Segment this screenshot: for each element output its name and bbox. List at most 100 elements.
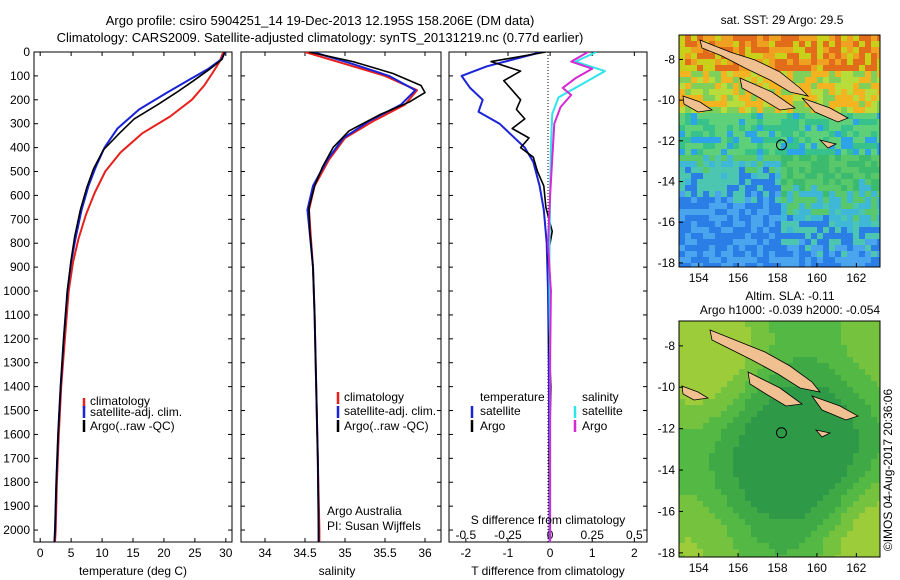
- map-cell: [847, 71, 853, 77]
- map-cell: [745, 357, 751, 363]
- map-cell: [751, 471, 757, 477]
- map-cell: [763, 333, 769, 339]
- map-cell: [769, 179, 775, 185]
- map-cell: [703, 89, 709, 95]
- map-cell: [697, 447, 703, 453]
- map-cell: [793, 257, 799, 263]
- map-cell: [799, 173, 805, 179]
- map-cell: [739, 173, 745, 179]
- map-cell: [751, 405, 757, 411]
- map-cell: [841, 465, 847, 471]
- map-cell: [697, 417, 703, 423]
- map-cell: [721, 321, 727, 327]
- map-cell: [763, 453, 769, 459]
- map-cell: [829, 95, 835, 101]
- map-cell: [721, 387, 727, 393]
- map-cell: [769, 435, 775, 441]
- map-cell: [739, 209, 745, 215]
- map-cell: [835, 345, 841, 351]
- map-cell: [871, 555, 877, 557]
- map-cell: [871, 441, 877, 447]
- map-cell: [817, 417, 823, 423]
- map-cell: [727, 369, 733, 375]
- map-cell: [733, 513, 739, 519]
- map-cell: [811, 357, 817, 363]
- map-cell: [775, 221, 781, 227]
- map-cell: [709, 185, 715, 191]
- x-tick-label: 25: [188, 546, 202, 560]
- map-cell: [823, 519, 829, 525]
- map-cell: [709, 89, 715, 95]
- sst-islands: [682, 39, 849, 149]
- map-cell: [733, 519, 739, 525]
- map-cell: [721, 119, 727, 125]
- map-cell: [871, 101, 877, 107]
- map-cell: [805, 375, 811, 381]
- map-cell: [751, 185, 757, 191]
- map-cell: [805, 501, 811, 507]
- map-cell: [877, 321, 880, 327]
- map-cell: [877, 369, 880, 375]
- map-cell: [757, 257, 763, 263]
- map-cell: [733, 209, 739, 215]
- map-cell: [817, 459, 823, 465]
- map-cell: [715, 35, 721, 41]
- map-cell: [727, 89, 733, 95]
- map-cell: [679, 381, 685, 387]
- map-cell: [823, 233, 829, 239]
- map-cell: [703, 191, 709, 197]
- map-cell: [703, 453, 709, 459]
- map-cell: [697, 321, 703, 327]
- map-cell: [721, 245, 727, 251]
- map-cell: [811, 417, 817, 423]
- map-cell: [823, 83, 829, 89]
- map-cell: [715, 555, 721, 557]
- map-cell: [853, 489, 859, 495]
- map-cell: [733, 233, 739, 239]
- map-cell: [769, 465, 775, 471]
- map-cell: [871, 423, 877, 429]
- map-cell: [865, 185, 871, 191]
- map-cell: [739, 89, 745, 95]
- map-cell: [823, 179, 829, 185]
- map-cell: [679, 47, 685, 53]
- map-cell: [853, 77, 859, 83]
- map-cell: [769, 525, 775, 531]
- map-cell: [805, 107, 811, 113]
- map-cell: [817, 549, 823, 555]
- map-cell: [853, 471, 859, 477]
- map-cell: [739, 549, 745, 555]
- map-cell: [829, 399, 835, 405]
- map-cell: [835, 489, 841, 495]
- map-cell: [781, 197, 787, 203]
- map-cell: [853, 83, 859, 89]
- map-cell: [703, 363, 709, 369]
- map-cell: [733, 495, 739, 501]
- map-cell: [799, 131, 805, 137]
- map-cell: [829, 239, 835, 245]
- map-cell: [685, 35, 691, 41]
- map-cell: [679, 435, 685, 441]
- map-cell: [715, 251, 721, 257]
- series-argo-raw-qc: [53, 52, 226, 542]
- map-cell: [727, 483, 733, 489]
- map-cell: [679, 53, 685, 59]
- map-cell: [709, 179, 715, 185]
- map-cell: [763, 477, 769, 483]
- map-cell: [763, 101, 769, 107]
- series-s-satellite: [548, 52, 606, 542]
- map-cell: [841, 245, 847, 251]
- map-cell: [691, 131, 697, 137]
- map-cell: [709, 543, 715, 549]
- map-cell: [679, 251, 685, 257]
- map-cell: [691, 251, 697, 257]
- map-cell: [745, 245, 751, 251]
- map-cell: [781, 471, 787, 477]
- map-cell: [805, 483, 811, 489]
- map-cell: [733, 393, 739, 399]
- map-cell: [721, 83, 727, 89]
- map-cell: [769, 173, 775, 179]
- map-cell: [679, 149, 685, 155]
- map-cell: [853, 113, 859, 119]
- map-cell: [817, 161, 823, 167]
